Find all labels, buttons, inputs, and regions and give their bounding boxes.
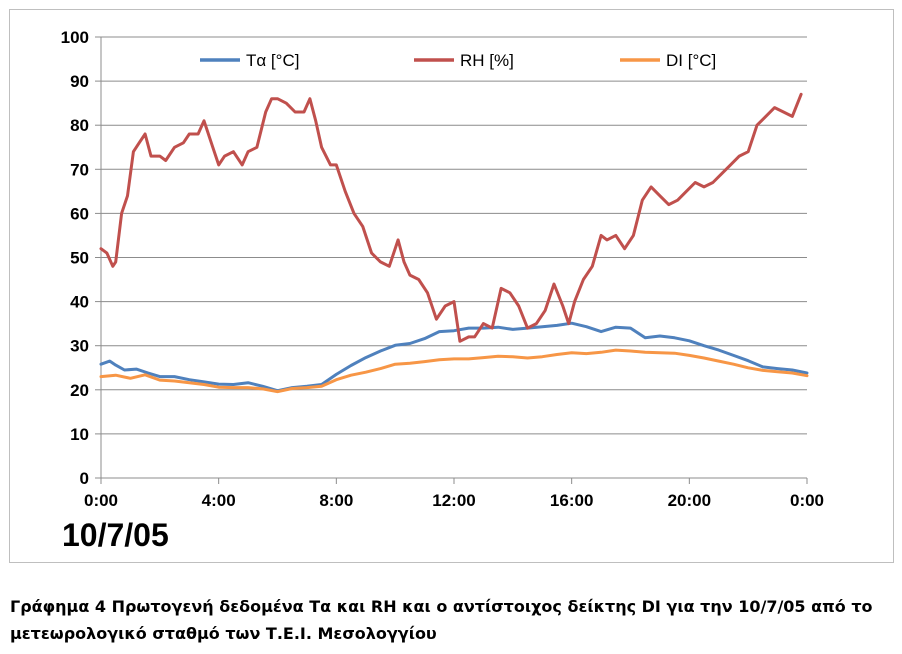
series-line-1	[99, 321, 809, 393]
x-tick-label: 12:00	[432, 491, 475, 510]
legend-label-2: RH [%]	[460, 51, 514, 70]
y-axis-ticks: 0 10 20 30 40 50 60 70 80 90 100	[61, 28, 101, 488]
axes	[100, 37, 807, 479]
legend: Tα [°C] RH [%] DI [°C]	[200, 51, 716, 70]
line-chart: 0 10 20 30 40 50 60 70 80 90 100 0:00 4:00 8:00 12:00…	[61, 28, 824, 553]
legend-label-3: DI [°C]	[666, 51, 716, 70]
date-label: 10/7/05	[62, 517, 169, 553]
caption-line-1: Γράφημα 4 Πρωτογενή δεδομένα Τα και RH κ…	[10, 597, 873, 616]
y-tick-label: 90	[70, 72, 89, 91]
y-tick-label: 70	[70, 160, 89, 179]
x-tick-label: 4:00	[202, 491, 236, 510]
y-tick-label: 60	[70, 204, 89, 223]
series-lines	[99, 92, 809, 394]
y-tick-label: 20	[70, 381, 89, 400]
x-tick-label: 20:00	[668, 491, 711, 510]
grid	[101, 36, 807, 479]
y-tick-label: 100	[61, 28, 89, 47]
x-tick-label: 8:00	[319, 491, 353, 510]
y-tick-label: 10	[70, 425, 89, 444]
series-line-3	[99, 348, 809, 394]
legend-label-1: Tα [°C]	[246, 51, 299, 70]
y-tick-label: 80	[70, 116, 89, 135]
y-tick-label: 50	[70, 249, 89, 268]
x-tick-label: 0:00	[790, 491, 824, 510]
x-tick-label: 16:00	[550, 491, 593, 510]
x-axis-ticks: 0:00 4:00 8:00 12:00 16:00 20:00 0:00	[84, 478, 824, 510]
caption-line-2: μετεωρολογικό σταθμό των Τ.Ε.Ι. Μεσολογγ…	[10, 624, 437, 643]
x-tick-label: 0:00	[84, 491, 118, 510]
y-tick-label: 40	[70, 293, 89, 312]
chart-frame: 0 10 20 30 40 50 60 70 80 90 100 0:00 4:00 8:00 12:00…	[9, 9, 894, 563]
y-tick-label: 0	[80, 469, 89, 488]
y-tick-label: 30	[70, 337, 89, 356]
series-line-2	[99, 92, 803, 343]
figure-caption: Γράφημα 4 Πρωτογενή δεδομένα Τα και RH κ…	[10, 593, 895, 647]
